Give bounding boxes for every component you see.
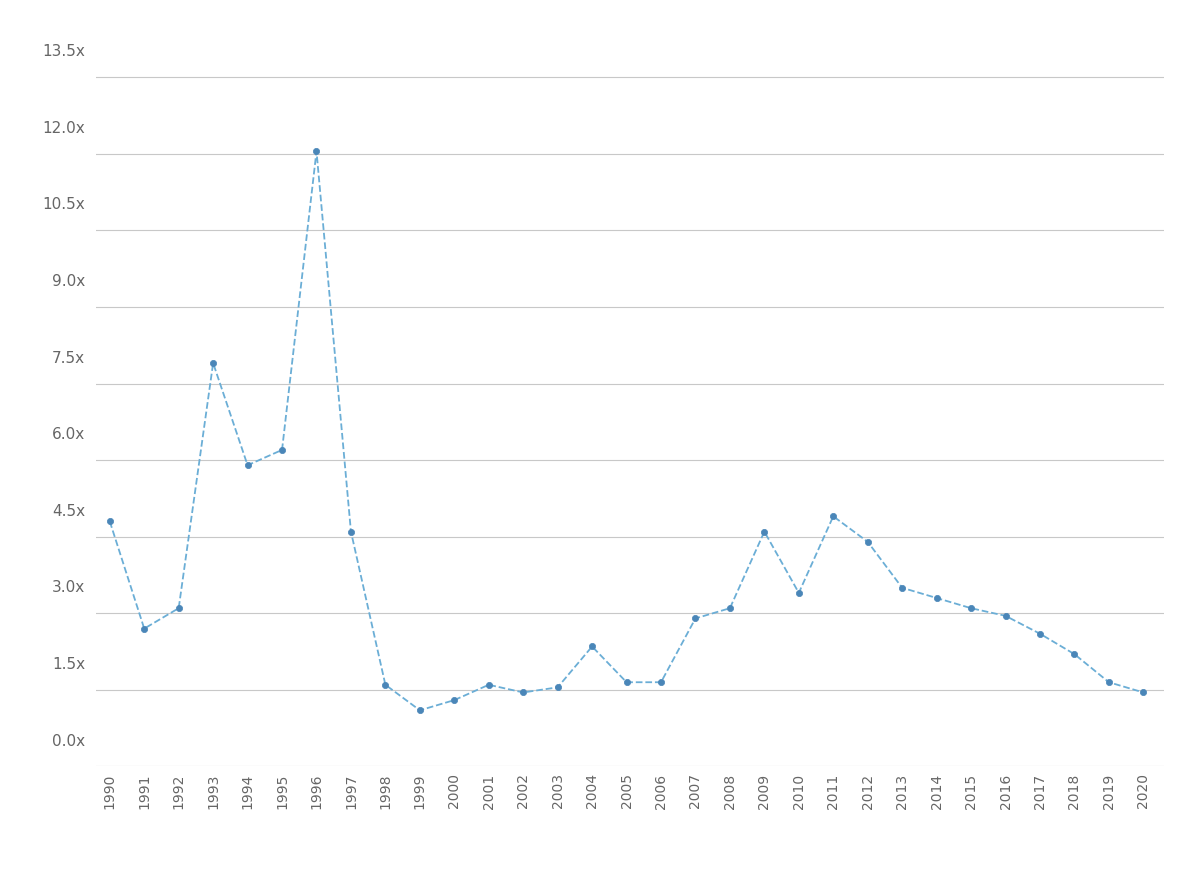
Text: 3.0x: 3.0x <box>52 580 85 596</box>
Text: 0.0x: 0.0x <box>52 733 85 748</box>
Text: 13.5x: 13.5x <box>42 44 85 59</box>
Text: 9.0x: 9.0x <box>52 274 85 289</box>
Text: 4.5x: 4.5x <box>52 503 85 519</box>
Text: 7.5x: 7.5x <box>52 351 85 366</box>
Text: 6.0x: 6.0x <box>52 428 85 442</box>
Text: 1.5x: 1.5x <box>52 657 85 672</box>
Text: 12.0x: 12.0x <box>42 121 85 136</box>
Text: 10.5x: 10.5x <box>42 198 85 213</box>
